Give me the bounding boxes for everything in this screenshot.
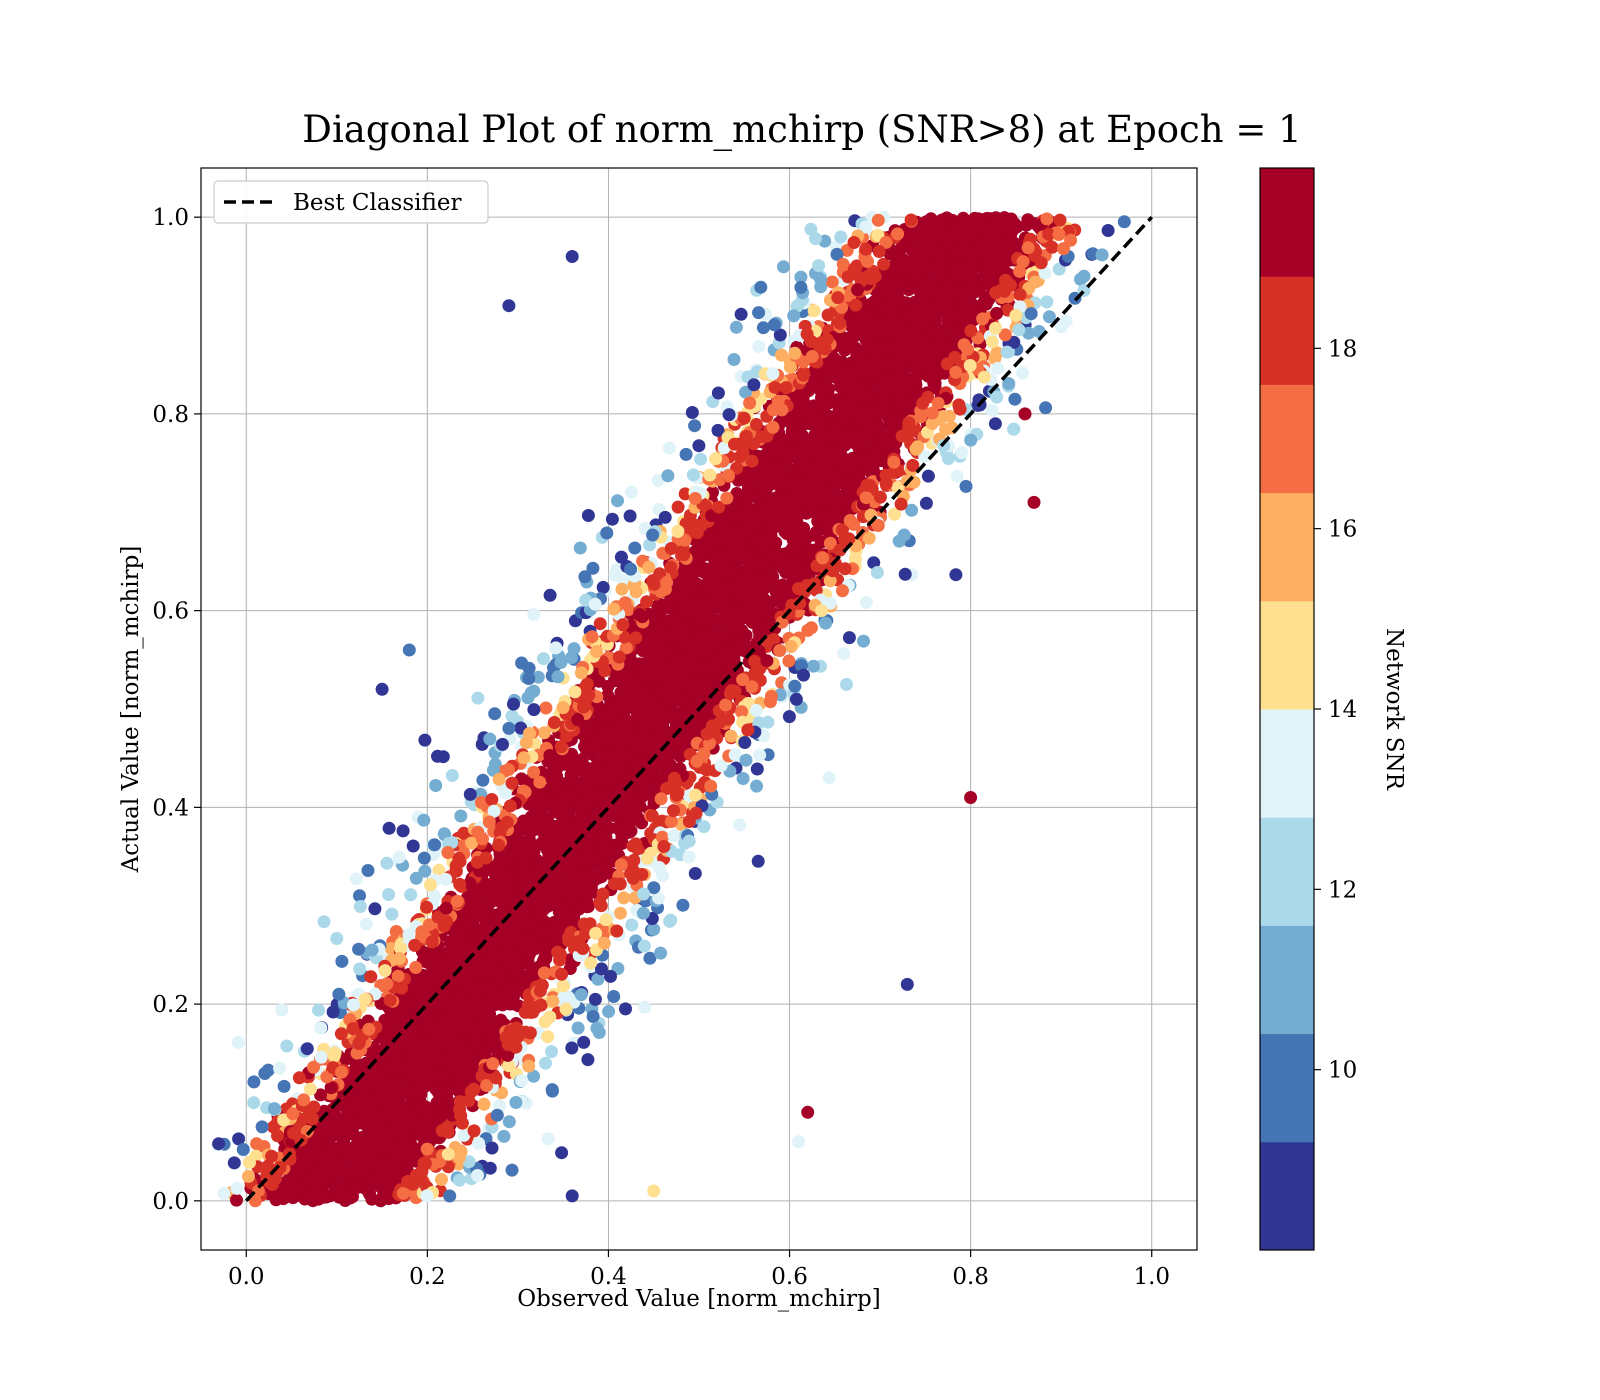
scatter-point (813, 508, 827, 522)
scatter-point (654, 728, 668, 741)
scatter-point (580, 745, 594, 759)
scatter-point (386, 1144, 400, 1158)
scatter-point (734, 530, 748, 544)
scatter-point (598, 860, 612, 874)
scatter-point (965, 286, 978, 300)
scatter-point (615, 830, 629, 844)
scatter-point (930, 341, 944, 355)
scatter-point (809, 525, 823, 539)
scatter-point (822, 396, 835, 410)
scatter-point (971, 224, 985, 238)
scatter-point (919, 275, 933, 289)
scatter-point (695, 678, 709, 692)
scatter-point (636, 723, 649, 736)
scatter-point (328, 1182, 342, 1196)
scatter-point (551, 896, 565, 910)
scatter-point (873, 422, 886, 436)
scatter-point (360, 1117, 374, 1131)
scatter-point (525, 846, 539, 860)
scatter-point (642, 711, 656, 725)
scatter-point (601, 679, 615, 693)
scatter-point (739, 628, 753, 642)
scatter-point (376, 1176, 390, 1190)
plot-area: 0.0 0.2 0.4 0.6 0.8 1.0 0.00.20.40.60.81.0 (152, 167, 1198, 1290)
chart-title: Diagonal Plot of norm_mchirp (SNR>8) at … (302, 108, 1301, 152)
scatter-point (389, 1155, 403, 1169)
scatter-point (912, 343, 926, 357)
scatter-point (565, 770, 579, 784)
scatter-point (807, 399, 821, 413)
scatter-point (339, 1190, 353, 1204)
scatter-point (655, 645, 669, 659)
scatter-point (497, 977, 510, 991)
scatter-point (875, 374, 889, 388)
scatter-point (449, 950, 463, 964)
scatter-points (211, 210, 1131, 1208)
scatter-point (676, 696, 690, 710)
scatter-point (792, 493, 805, 506)
scatter-point (741, 518, 755, 532)
scatter-point (729, 640, 743, 654)
scatter-point (630, 706, 644, 720)
scatter-point (516, 821, 530, 835)
scatter-point (619, 672, 633, 686)
scatter-point (438, 957, 452, 971)
scatter-point (581, 725, 594, 739)
scatter-point (376, 1189, 390, 1203)
scatter-point (412, 973, 426, 987)
scatter-point (787, 430, 800, 444)
scatter-point (477, 1015, 491, 1029)
scatter-point (522, 832, 536, 846)
scatter-point (753, 505, 766, 519)
scatter-point (633, 737, 647, 751)
scatter-point (741, 492, 755, 506)
scatter-point (662, 688, 675, 702)
scatter-point (485, 878, 499, 892)
scatter-point (311, 1137, 325, 1150)
scatter-point (431, 1086, 445, 1099)
scatter-point (727, 564, 741, 578)
scatter-point (600, 764, 614, 778)
scatter-point (438, 1068, 452, 1082)
scatter-point (363, 1187, 377, 1201)
scatter-point (349, 1117, 363, 1131)
scatter-point (604, 696, 618, 710)
scatter-point (621, 800, 635, 814)
scatter-point (859, 326, 873, 340)
